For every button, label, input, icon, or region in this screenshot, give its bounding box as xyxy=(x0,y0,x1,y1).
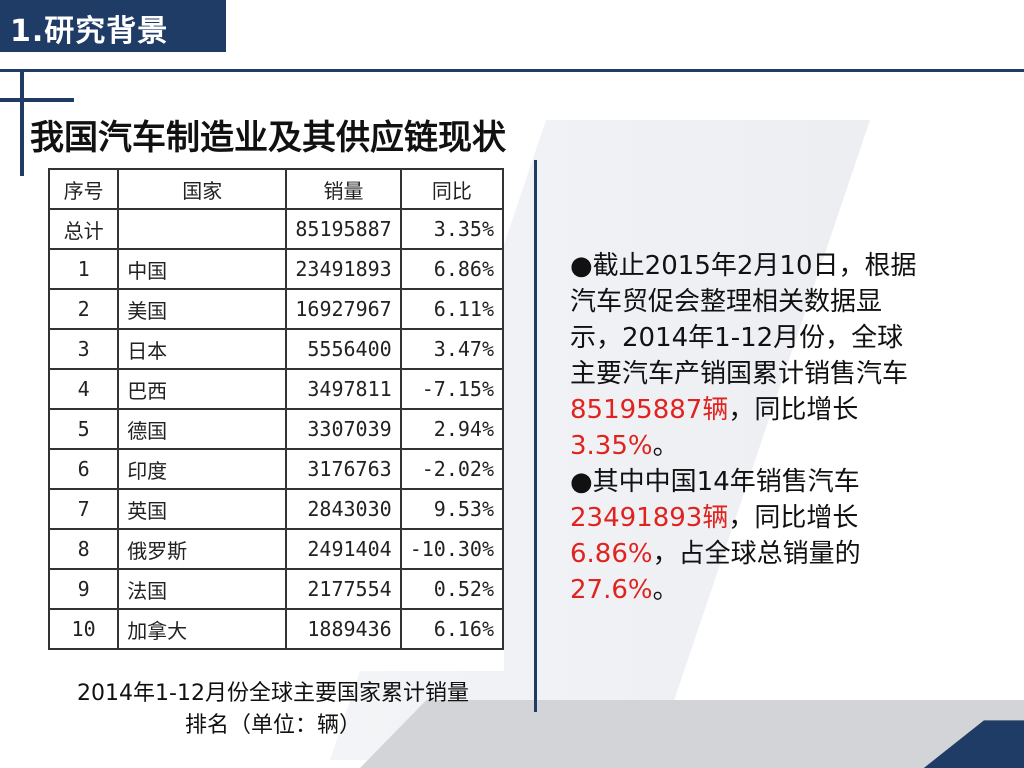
cell-yoy: -7.15% xyxy=(399,368,505,410)
cell-index: 4 xyxy=(47,368,120,410)
cell-sales: 3497811 xyxy=(285,368,402,410)
bullet-1-text: ●截止2015年2月10日，根据汽车贸促会整理相关数据显示，2014年1-12月… xyxy=(570,251,917,389)
column-header-yoy: 同比 xyxy=(399,168,505,210)
cell-country: 印度 xyxy=(117,448,288,490)
cell-sales: 16927967 xyxy=(285,288,402,330)
cell-sales: 23491893 xyxy=(285,248,402,290)
section-header: 1.研究背景 xyxy=(0,0,226,52)
vertical-divider xyxy=(534,160,537,712)
cell-index: 1 xyxy=(47,248,120,290)
cell-country: 德国 xyxy=(117,408,288,450)
cell-country: 法国 xyxy=(117,568,288,610)
bullet-2-china-sales: 23491893辆 xyxy=(570,503,729,533)
page-title: 我国汽车制造业及其供应链现状 xyxy=(30,118,506,158)
bullet-paragraph-2: ●其中中国14年销售汽车 23491893辆，同比增长 6.86%，占全球总销量的 2… xyxy=(570,464,920,608)
bullet-paragraph-1: ●截止2015年2月10日，根据汽车贸促会整理相关数据显示，2014年1-12月… xyxy=(570,248,920,464)
table-caption: 2014年1-12月份全球主要国家累计销量 排名（单位：辆） xyxy=(30,678,516,742)
cell-yoy: 6.16% xyxy=(399,608,505,650)
table-row: 3 日本 5556400 3.47% xyxy=(47,328,505,370)
cell-index: 3 xyxy=(47,328,120,370)
bullet-2-mid: ，同比增长 xyxy=(728,503,859,533)
column-header-sales: 销量 xyxy=(285,168,402,210)
cell-country: 俄罗斯 xyxy=(117,528,288,570)
cell-index: 2 xyxy=(47,288,120,330)
bullet-2-text: ●其中中国14年销售汽车 xyxy=(570,467,860,497)
cell-yoy: 3.35% xyxy=(399,208,505,250)
cell-index: 总计 xyxy=(47,208,120,250)
cell-index: 5 xyxy=(47,408,120,450)
table-row: 2 美国 16927967 6.11% xyxy=(47,288,505,330)
cross-decoration-vertical xyxy=(20,70,24,176)
table-row: 6 印度 3176763 -2.02% xyxy=(47,448,505,490)
bullet-2-mid-2: ，占全球总销量的 xyxy=(652,539,861,569)
cell-yoy: 9.53% xyxy=(399,488,505,530)
cell-country: 美国 xyxy=(117,288,288,330)
cell-yoy: 6.11% xyxy=(399,288,505,330)
cell-index: 6 xyxy=(47,448,120,490)
cell-yoy: -2.02% xyxy=(399,448,505,490)
cell-sales: 3176763 xyxy=(285,448,402,490)
cell-yoy: 2.94% xyxy=(399,408,505,450)
cell-country: 英国 xyxy=(117,488,288,530)
bullet-1-mid: ，同比增长 xyxy=(728,395,859,425)
table-row: 4 巴西 3497811 -7.15% xyxy=(47,368,505,410)
cell-index: 8 xyxy=(47,528,120,570)
cell-yoy: 0.52% xyxy=(399,568,505,610)
table-row: 1 中国 23491893 6.86% xyxy=(47,248,505,290)
cell-index: 10 xyxy=(47,608,120,650)
bullet-1-growth: 3.35% xyxy=(570,431,653,461)
cell-index: 9 xyxy=(47,568,120,610)
cell-sales: 1889436 xyxy=(285,608,402,650)
cell-yoy: 3.47% xyxy=(399,328,505,370)
bullet-2-share: 27.6% xyxy=(570,575,653,605)
summary-text: ●截止2015年2月10日，根据汽车贸促会整理相关数据显示，2014年1-12月… xyxy=(570,248,920,608)
cell-country: 中国 xyxy=(117,248,288,290)
cross-decoration-horizontal xyxy=(0,98,74,102)
cell-sales: 5556400 xyxy=(285,328,402,370)
sales-table: 序号 国家 销量 同比 总计 85195887 3.35% 1 中国 23491… xyxy=(47,168,505,650)
header-rule xyxy=(0,69,1024,72)
cell-yoy: 6.86% xyxy=(399,248,505,290)
caption-line-1: 2014年1-12月份全球主要国家累计销量 xyxy=(77,681,469,706)
column-header-country: 国家 xyxy=(117,168,288,210)
cell-yoy: -10.30% xyxy=(399,528,505,570)
table-row: 总计 85195887 3.35% xyxy=(47,208,505,250)
table-row: 10 加拿大 1889436 6.16% xyxy=(47,608,505,650)
bullet-2-end: 。 xyxy=(652,575,679,605)
table-row: 5 德国 3307039 2.94% xyxy=(47,408,505,450)
bullet-1-end: 。 xyxy=(652,431,679,461)
table-header-row: 序号 国家 销量 同比 xyxy=(47,168,505,210)
column-header-index: 序号 xyxy=(47,168,120,210)
cell-sales: 2491404 xyxy=(285,528,402,570)
table-row: 9 法国 2177554 0.52% xyxy=(47,568,505,610)
bottom-gray-band xyxy=(360,700,1024,768)
caption-line-2: 排名（单位：辆） xyxy=(184,713,361,738)
table-row: 8 俄罗斯 2491404 -10.30% xyxy=(47,528,505,570)
bullet-1-total-sales: 85195887辆 xyxy=(570,395,729,425)
cell-index: 7 xyxy=(47,488,120,530)
sales-table-container: 序号 国家 销量 同比 总计 85195887 3.35% 1 中国 23491… xyxy=(47,168,505,671)
bullet-2-growth: 6.86% xyxy=(570,539,653,569)
cell-sales: 2177554 xyxy=(285,568,402,610)
table-row: 7 英国 2843030 9.53% xyxy=(47,488,505,530)
cell-sales: 3307039 xyxy=(285,408,402,450)
cell-country: 日本 xyxy=(117,328,288,370)
section-title: 1.研究背景 xyxy=(10,14,169,49)
cell-country: 加拿大 xyxy=(117,608,288,650)
cell-country: 巴西 xyxy=(117,368,288,410)
cell-country xyxy=(117,208,288,250)
cell-sales: 2843030 xyxy=(285,488,402,530)
cell-sales: 85195887 xyxy=(285,208,402,250)
